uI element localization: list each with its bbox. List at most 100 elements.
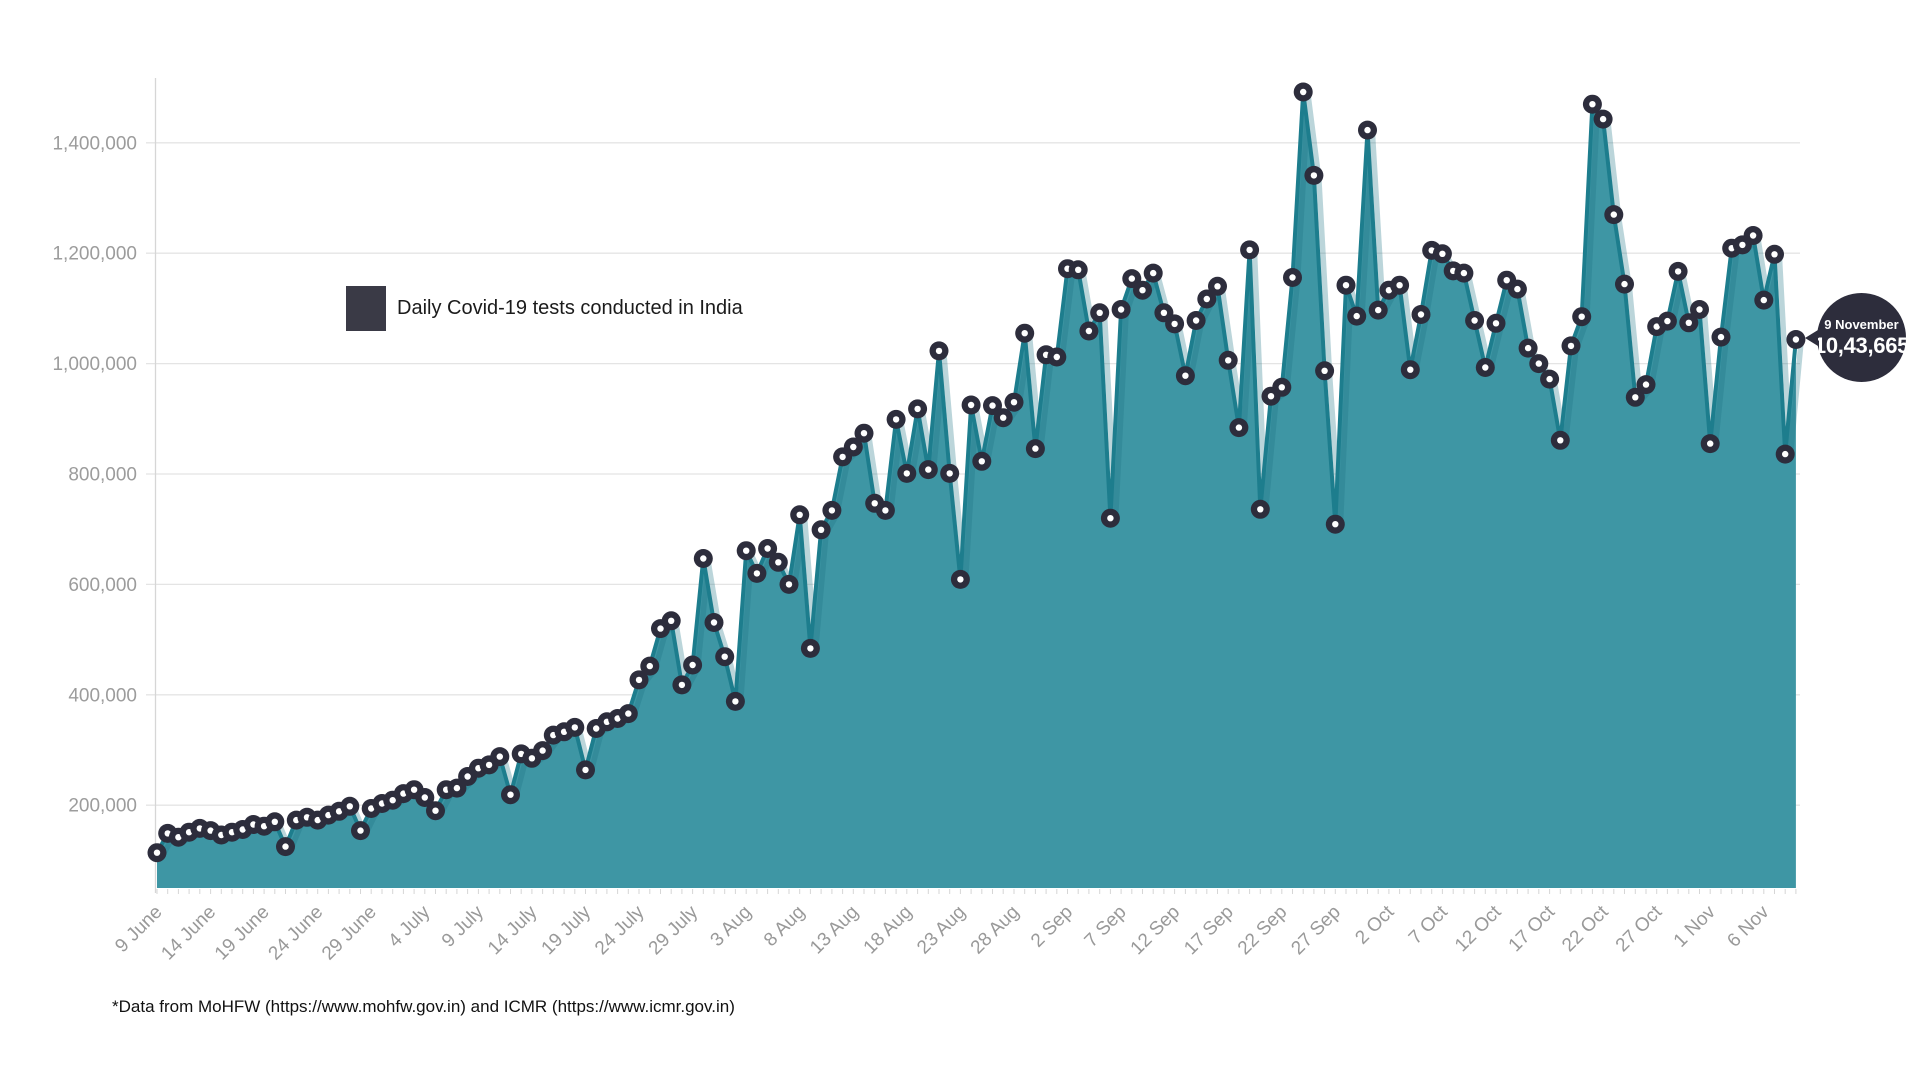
x-tick-label: 18 Aug xyxy=(860,902,917,959)
data-point-center xyxy=(571,724,578,731)
data-point-center xyxy=(357,827,364,834)
data-point-center xyxy=(1107,515,1114,522)
x-tick-label: 7 Oct xyxy=(1405,901,1452,948)
data-point-center xyxy=(282,843,289,850)
data-point-center xyxy=(1267,393,1275,400)
data-point-center xyxy=(614,715,621,722)
x-tick-label: 12 Oct xyxy=(1451,901,1506,956)
data-point-center xyxy=(153,849,161,856)
data-point-center xyxy=(1225,357,1232,364)
data-point-center xyxy=(593,725,600,732)
x-tick-label: 2 Oct xyxy=(1351,901,1398,948)
data-point-center xyxy=(989,402,996,409)
data-point-center xyxy=(775,559,782,566)
x-tick-label: 1 Nov xyxy=(1670,901,1720,951)
data-point-center xyxy=(914,405,921,413)
data-point-center xyxy=(1182,372,1189,379)
data-point-center xyxy=(1278,384,1286,391)
data-point-center xyxy=(1342,282,1350,289)
x-tick-label: 4 July xyxy=(384,901,434,951)
data-point-center xyxy=(957,576,964,583)
data-point-center xyxy=(1492,320,1500,327)
data-point-center xyxy=(1557,437,1564,444)
x-tick-label: 6 Nov xyxy=(1723,901,1773,951)
data-point-center xyxy=(860,430,868,437)
data-point-center xyxy=(507,791,514,798)
data-point-center xyxy=(314,816,321,824)
data-point-center xyxy=(1760,296,1768,304)
data-point-center xyxy=(967,401,975,409)
x-tick-label: 22 Sep xyxy=(1234,902,1291,959)
data-point-center xyxy=(892,416,900,423)
x-tick-label: 2 Sep xyxy=(1027,902,1077,952)
data-point-center xyxy=(1439,250,1446,257)
data-point-center xyxy=(635,676,643,684)
data-point-center xyxy=(1300,88,1307,96)
data-point-center xyxy=(1653,323,1660,330)
data-point-center xyxy=(1535,360,1543,367)
data-point-center xyxy=(453,784,461,792)
data-point-center xyxy=(1471,317,1478,324)
data-point-center xyxy=(1010,399,1018,406)
x-tick-label: 29 July xyxy=(645,901,703,959)
area-fill xyxy=(157,92,1796,888)
data-point-center xyxy=(646,662,653,670)
data-point-center xyxy=(1514,285,1521,293)
data-point-center xyxy=(389,797,396,804)
data-point-center xyxy=(1749,232,1757,239)
data-point-center xyxy=(678,681,686,689)
x-tick-label: 19 June xyxy=(211,902,274,965)
x-tick-label: 9 July xyxy=(438,901,488,951)
data-point-center xyxy=(1717,333,1725,341)
x-tick-label: 14 July xyxy=(484,901,542,959)
data-point-center xyxy=(1192,317,1200,324)
data-point-center xyxy=(1524,344,1532,352)
data-point-center xyxy=(882,507,889,514)
data-point-center xyxy=(796,511,803,518)
data-point-center xyxy=(1150,269,1157,277)
y-tick-label: 200,000 xyxy=(68,796,137,817)
data-point-center xyxy=(432,807,439,814)
data-point-center xyxy=(582,766,589,774)
data-point-center xyxy=(560,728,568,735)
y-tick-label: 800,000 xyxy=(68,465,137,486)
data-point-center xyxy=(1375,306,1382,314)
data-point-center xyxy=(1696,306,1703,313)
data-point-center xyxy=(539,747,546,754)
x-tick-label: 19 July xyxy=(538,901,596,959)
x-tick-label: 22 Oct xyxy=(1558,901,1613,956)
data-point-center xyxy=(1707,440,1714,447)
data-point-center xyxy=(1257,506,1264,513)
data-point-center xyxy=(1417,311,1425,318)
data-point-center xyxy=(1599,115,1607,123)
x-tick-label: 17 Sep xyxy=(1180,902,1237,959)
data-point-center xyxy=(1771,251,1778,258)
callout-value: 10,43,665 xyxy=(1813,332,1910,358)
data-point-center xyxy=(753,570,761,577)
data-point-center xyxy=(1203,295,1211,303)
data-point-center xyxy=(1096,309,1103,316)
data-point-center xyxy=(1460,269,1468,277)
data-point-center xyxy=(1782,450,1789,458)
data-point-center xyxy=(1171,320,1178,328)
data-point-center xyxy=(175,834,182,841)
data-point-center xyxy=(1321,367,1328,374)
data-point-center xyxy=(935,347,943,355)
callout-arrow-icon xyxy=(1805,330,1818,346)
y-tick-label: 1,400,000 xyxy=(52,133,137,154)
data-point-center xyxy=(1332,521,1339,528)
data-point-center xyxy=(260,823,268,830)
data-point-center xyxy=(1589,101,1596,108)
data-point-center xyxy=(1567,342,1575,350)
data-point-center xyxy=(1578,313,1585,320)
x-tick-label: 29 June xyxy=(318,902,381,965)
data-point-center xyxy=(1632,394,1639,401)
x-tick-label: 8 Aug xyxy=(760,902,809,951)
data-point-center xyxy=(946,470,953,477)
data-point-center xyxy=(625,710,632,717)
y-tick-label: 1,000,000 xyxy=(52,354,137,375)
data-point-center xyxy=(1792,336,1800,343)
data-point-center xyxy=(1396,282,1403,289)
data-point-center xyxy=(1385,287,1393,294)
x-tick-label: 23 Aug xyxy=(913,902,970,959)
